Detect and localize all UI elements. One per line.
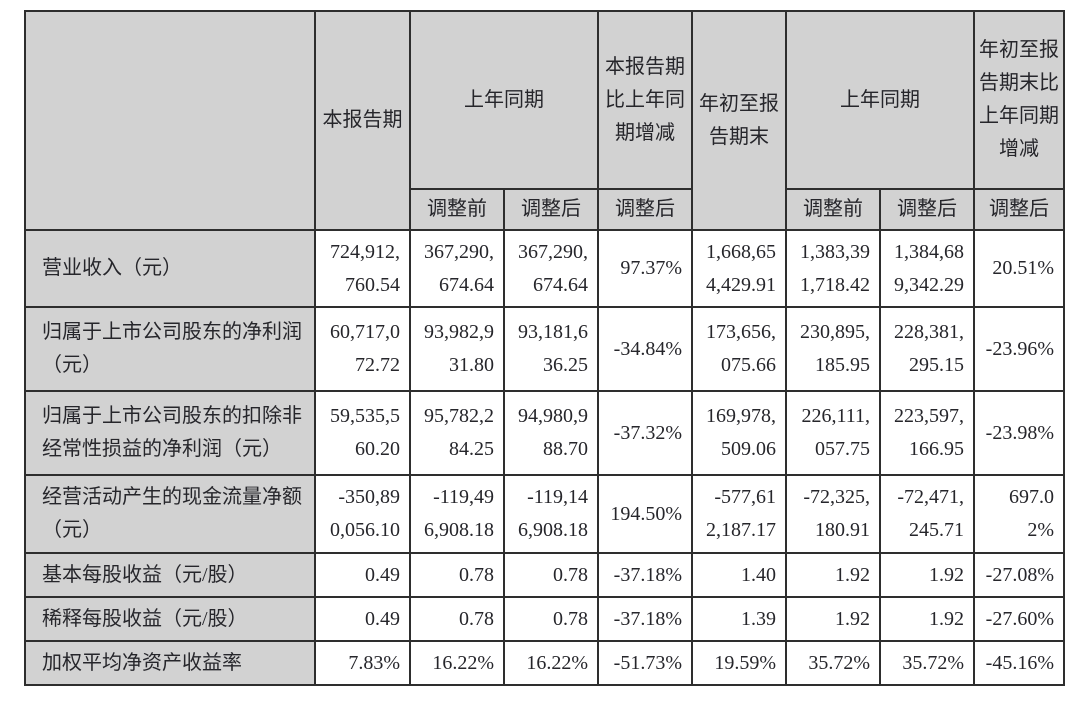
cell: 60,717,072.72 — [314, 306, 411, 392]
cell: -37.18% — [597, 552, 693, 598]
cell: 0.49 — [314, 596, 411, 642]
cell: 1,383,391,718.42 — [785, 229, 881, 308]
cell: 1.40 — [691, 552, 787, 598]
cell: -72,325,180.91 — [785, 474, 881, 554]
cell: 230,895,185.95 — [785, 306, 881, 392]
cell: -350,890,056.10 — [314, 474, 411, 554]
cell: 0.49 — [314, 552, 411, 598]
subheader-adjust-after-3: 调整后 — [879, 188, 975, 231]
cell: 93,982,931.80 — [409, 306, 505, 392]
cell: 16.22% — [409, 640, 505, 686]
cell: 1,668,654,429.91 — [691, 229, 787, 308]
subheader-adjust-before-2: 调整前 — [785, 188, 881, 231]
cell: 16.22% — [503, 640, 599, 686]
cell: 35.72% — [785, 640, 881, 686]
row-label-net-profit-excl-nonrecurring: 归属于上市公司股东的扣除非经常性损益的净利润（元） — [24, 390, 316, 476]
row-label-net-profit: 归属于上市公司股东的净利润（元） — [24, 306, 316, 392]
cell: 367,290,674.64 — [409, 229, 505, 308]
cell: 97.37% — [597, 229, 693, 308]
cell: -45.16% — [973, 640, 1065, 686]
header-ytd-change-vs-prior: 年初至报告期末比上年同期增减 — [973, 10, 1065, 190]
table-row-operating-cash-flow: 经营活动产生的现金流量净额（元） -350,890,056.10 -119,49… — [24, 474, 1065, 554]
cell: 59,535,560.20 — [314, 390, 411, 476]
header-row-label-blank — [24, 10, 316, 231]
cell: 1.92 — [879, 552, 975, 598]
cell: 20.51% — [973, 229, 1065, 308]
cell: 35.72% — [879, 640, 975, 686]
cell: -27.08% — [973, 552, 1065, 598]
cell: 1,384,689,342.29 — [879, 229, 975, 308]
table-row-net-profit: 归属于上市公司股东的净利润（元） 60,717,072.72 93,982,93… — [24, 306, 1065, 392]
subheader-adjust-before-1: 调整前 — [409, 188, 505, 231]
header-row-top: 本报告期 上年同期 本报告期比上年同期增减 年初至报告期末 上年同期 年初至报告… — [24, 10, 1065, 231]
cell: -34.84% — [597, 306, 693, 392]
cell: -72,471,245.71 — [879, 474, 975, 554]
cell: 94,980,988.70 — [503, 390, 599, 476]
header-change-vs-prior: 本报告期比上年同期增减 — [597, 10, 693, 190]
cell: 0.78 — [409, 552, 505, 598]
table-row-diluted-eps: 稀释每股收益（元/股） 0.49 0.78 0.78 -37.18% 1.39 … — [24, 596, 1065, 642]
cell: 7.83% — [314, 640, 411, 686]
cell: 169,978,509.06 — [691, 390, 787, 476]
cell: 1.92 — [879, 596, 975, 642]
header-prior-year-same-period-1: 上年同期 — [409, 10, 599, 190]
row-label-diluted-eps: 稀释每股收益（元/股） — [24, 596, 316, 642]
subheader-adjust-after-4: 调整后 — [973, 188, 1065, 231]
header-current-period: 本报告期 — [314, 10, 411, 231]
header-ytd: 年初至报告期末 — [691, 10, 787, 231]
row-label-weighted-avg-roe: 加权平均净资产收益率 — [24, 640, 316, 686]
table-row-net-profit-excl-nonrecurring: 归属于上市公司股东的扣除非经常性损益的净利润（元） 59,535,560.20 … — [24, 390, 1065, 476]
subheader-adjust-after-2: 调整后 — [597, 188, 693, 231]
cell: -119,146,908.18 — [503, 474, 599, 554]
cell: 226,111,057.75 — [785, 390, 881, 476]
cell: 93,181,636.25 — [503, 306, 599, 392]
cell: 194.50% — [597, 474, 693, 554]
cell: -27.60% — [973, 596, 1065, 642]
cell: 95,782,284.25 — [409, 390, 505, 476]
header-row-sub: 调整前 调整后 调整后 调整前 调整后 调整后 — [25, 188, 1065, 231]
cell: 697.02% — [973, 474, 1065, 554]
table-row-basic-eps: 基本每股收益（元/股） 0.49 0.78 0.78 -37.18% 1.40 … — [24, 552, 1065, 598]
cell: 19.59% — [691, 640, 787, 686]
row-label-operating-cash-flow: 经营活动产生的现金流量净额（元） — [24, 474, 316, 554]
table-row-revenue: 营业收入（元） 724,912,760.54 367,290,674.64 36… — [24, 229, 1065, 308]
cell: -37.18% — [597, 596, 693, 642]
row-label-basic-eps: 基本每股收益（元/股） — [24, 552, 316, 598]
subheader-adjust-after-1: 调整后 — [503, 188, 599, 231]
cell: 0.78 — [503, 596, 599, 642]
cell: 1.39 — [691, 596, 787, 642]
cell: -23.96% — [973, 306, 1065, 392]
cell: -577,612,187.17 — [691, 474, 787, 554]
table-row-weighted-avg-roe: 加权平均净资产收益率 7.83% 16.22% 16.22% -51.73% 1… — [24, 640, 1065, 686]
financial-summary-table: 本报告期 上年同期 本报告期比上年同期增减 年初至报告期末 上年同期 年初至报告… — [24, 10, 1065, 686]
cell: -119,496,908.18 — [409, 474, 505, 554]
cell: 1.92 — [785, 552, 881, 598]
cell: 228,381,295.15 — [879, 306, 975, 392]
cell: 0.78 — [409, 596, 505, 642]
cell: 173,656,075.66 — [691, 306, 787, 392]
cell: 0.78 — [503, 552, 599, 598]
cell: 1.92 — [785, 596, 881, 642]
cell: 724,912,760.54 — [314, 229, 411, 308]
cell: 367,290,674.64 — [503, 229, 599, 308]
row-label-revenue: 营业收入（元） — [24, 229, 316, 308]
cell: -23.98% — [973, 390, 1065, 476]
cell: 223,597,166.95 — [879, 390, 975, 476]
header-prior-year-same-period-2: 上年同期 — [785, 10, 975, 190]
cell: -51.73% — [597, 640, 693, 686]
cell: -37.32% — [597, 390, 693, 476]
